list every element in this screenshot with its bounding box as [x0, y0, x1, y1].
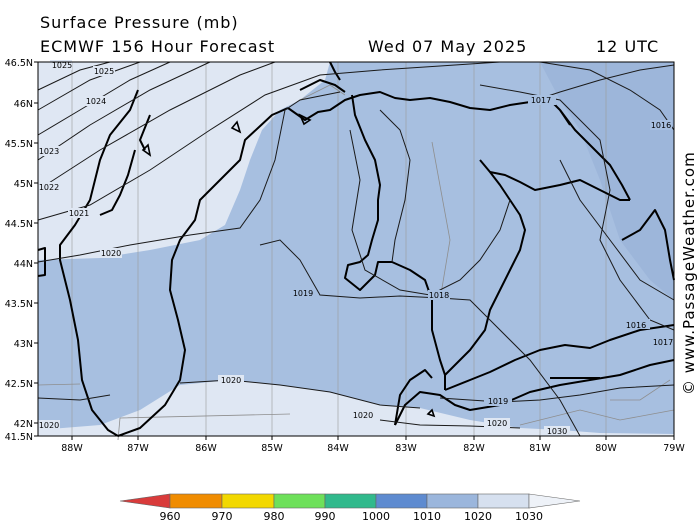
pressure-legend: 960 970 980 990 1000 1010 1020 1030 [119, 493, 581, 523]
isobar-label-1016b: 1016 [651, 121, 671, 130]
legend-label: 960 [160, 510, 181, 523]
isobar-label-1020: 1020 [101, 249, 121, 258]
legend-label: 1030 [515, 510, 543, 523]
lon-label: 82W [463, 443, 485, 454]
lat-label: 46.5N [5, 58, 33, 69]
lon-label: 85W [261, 443, 283, 454]
isobar-label-1019: 1019 [293, 289, 313, 298]
legend-swatch [221, 493, 275, 509]
lon-label: 80W [595, 443, 617, 454]
legend-label: 1010 [413, 510, 441, 523]
lat-label: 44.5N [5, 219, 33, 230]
lat-label: 43N [14, 339, 33, 350]
forecast-time: 12 UTC [596, 37, 660, 56]
legend-swatch [375, 493, 428, 509]
lon-label: 83W [395, 443, 417, 454]
isobar-label-1016: 1016 [626, 321, 646, 330]
lon-label: 88W [61, 443, 83, 454]
longitude-axis: 88W 87W 86W 85W 84W 83W 82W 81W 80W 79W [61, 436, 685, 454]
isobar-label-1025b: 1025 [94, 67, 114, 76]
lon-label: 86W [195, 443, 217, 454]
forecast-date: Wed 07 May 2025 [368, 37, 528, 56]
lat-label: 42N [14, 419, 33, 430]
lat-label: 41.5N [5, 432, 33, 443]
isobar-label-1019b: 1019 [488, 397, 508, 406]
site-credit: © www.PassageWeather.com [680, 151, 698, 395]
legend-swatch [273, 493, 326, 509]
latitude-axis: 46.5N 46N 45.5N 45N 44.5N 44N 43.5N 43N … [5, 58, 38, 443]
lon-label: 84W [327, 443, 349, 454]
islands [141, 113, 436, 418]
legend-label: 1000 [362, 510, 390, 523]
lat-label: 43.5N [5, 299, 33, 310]
legend-label: 980 [264, 510, 285, 523]
lon-label: 81W [529, 443, 551, 454]
map-title: Surface Pressure (mb) [40, 13, 239, 32]
legend-swatch [169, 493, 223, 509]
isobar-label-1023: 1023 [39, 147, 59, 156]
isobar-label-1020b: 1020 [221, 376, 241, 385]
map-frame [37, 61, 675, 437]
legend-label: 970 [212, 510, 233, 523]
isobar-label-1030: 1030 [547, 427, 567, 436]
lat-label: 42.5N [5, 379, 33, 390]
lon-label: 79W [663, 443, 685, 454]
political-boundaries [37, 84, 675, 441]
isobar-label-1024: 1024 [86, 97, 106, 106]
legend-swatch [426, 493, 479, 509]
lat-label: 45.5N [5, 139, 33, 150]
isobar-label-1021: 1021 [69, 209, 89, 218]
isobar-label-1022: 1022 [39, 183, 59, 192]
lat-label: 44N [14, 259, 33, 270]
isobar-label-1017: 1017 [531, 96, 551, 105]
legend-swatch [324, 493, 377, 509]
isobar-label-1020d: 1020 [487, 419, 507, 428]
legend-label: 1020 [464, 510, 492, 523]
isobar-label-1020e: 1020 [39, 421, 59, 430]
forecast-model: ECMWF 156 Hour Forecast [40, 37, 276, 56]
legend-low-arrow [119, 493, 171, 509]
legend-swatch [477, 493, 530, 509]
lon-label: 87W [127, 443, 149, 454]
legend-high-arrow [528, 493, 581, 509]
legend-label: 990 [315, 510, 336, 523]
lat-label: 45N [14, 179, 33, 190]
isobar-label-1020c: 1020 [353, 411, 373, 420]
isobar-label-1018: 1018 [429, 291, 449, 300]
grid [71, 62, 607, 436]
isobar-label-1025: 1025 [52, 61, 72, 70]
isobar-labels: 1025 1025 1024 1023 1022 1021 1020 1019 … [38, 60, 673, 436]
isobar-label-1017b: 1017 [653, 338, 673, 347]
lat-label: 46N [14, 99, 33, 110]
